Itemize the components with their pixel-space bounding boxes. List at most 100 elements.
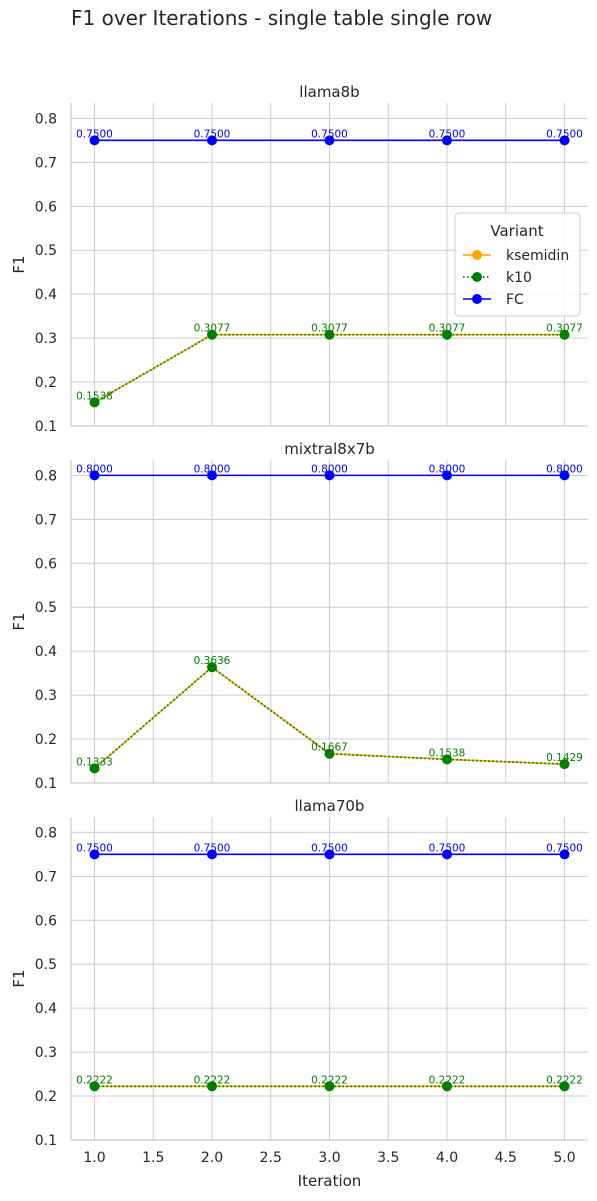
data-label-k10: 0.1538 — [429, 747, 466, 759]
data-label-FC: 0.8000 — [546, 463, 583, 475]
data-point-k10 — [442, 1081, 452, 1092]
data-point-FC — [207, 849, 217, 860]
y-tick-label: 0.5 — [35, 600, 57, 616]
y-tick-label: 0.3 — [35, 331, 57, 347]
data-label-k10: 0.2222 — [311, 1074, 348, 1086]
y-tick-label: 0.3 — [35, 1045, 57, 1061]
data-point-k10 — [207, 329, 217, 340]
y-tick-label: 0.6 — [35, 199, 57, 215]
legend-marker-k10 — [472, 272, 482, 282]
y-tick-label: 0.8 — [35, 468, 57, 484]
y-tick-label: 0.1 — [35, 776, 57, 792]
data-point-FC — [89, 135, 100, 146]
data-label-k10: 0.2222 — [546, 1074, 583, 1086]
x-tick-label: 1.0 — [83, 1150, 105, 1166]
legend-marker-FC — [472, 294, 482, 304]
x-tick-label: 3.0 — [318, 1150, 340, 1166]
legend-label-k10: k10 — [506, 270, 532, 286]
y-tick-label: 0.5 — [35, 243, 57, 259]
x-tick-label: 5.0 — [553, 1150, 575, 1166]
y-axis-label: F1 — [10, 969, 28, 987]
x-tick-label: 2.5 — [260, 1150, 282, 1166]
data-label-FC: 0.7500 — [311, 128, 348, 140]
subplot-llama8b: llama8b 0.1 0.2 0.3 0.4 0.5 0.6 0.7 0.8 F1 0.1538 0… — [10, 83, 588, 435]
data-point-k10 — [324, 748, 335, 759]
y-tick-label: 0.4 — [35, 287, 57, 303]
legend-label-ksemidin: ksemidin — [506, 248, 569, 264]
x-axis-label: Iteration — [298, 1172, 362, 1190]
data-point-FC — [442, 849, 452, 860]
data-label-FC: 0.7500 — [194, 128, 231, 140]
data-point-k10 — [559, 329, 570, 340]
data-label-k10: 0.3077 — [311, 323, 348, 335]
data-point-FC — [559, 849, 570, 860]
data-point-k10 — [559, 759, 570, 770]
data-label-k10: 0.1429 — [546, 752, 583, 764]
data-point-k10 — [207, 662, 217, 673]
y-tick-label: 0.2 — [35, 1089, 57, 1105]
data-point-k10 — [207, 1081, 217, 1092]
legend-title: Variant — [490, 222, 543, 240]
data-label-k10: 0.2222 — [429, 1074, 466, 1086]
legend-marker-ksemidin — [472, 250, 482, 260]
data-point-k10 — [324, 329, 335, 340]
data-point-k10 — [89, 1081, 100, 1092]
data-label-k10: 0.1667 — [311, 742, 348, 754]
y-axis-label: F1 — [10, 612, 28, 630]
data-label-k10: 0.3077 — [429, 323, 466, 335]
data-label-k10: 0.1538 — [76, 390, 113, 402]
data-point-k10 — [442, 754, 452, 765]
data-point-k10 — [442, 329, 452, 340]
data-point-FC — [207, 135, 217, 146]
y-tick-label: 0.1 — [35, 419, 57, 435]
data-label-FC: 0.7500 — [311, 842, 348, 854]
data-point-FC — [207, 470, 217, 481]
data-point-k10 — [89, 397, 100, 408]
subplot-title: llama8b — [299, 83, 359, 101]
x-tick-label: 3.5 — [377, 1150, 399, 1166]
y-tick-label: 0.4 — [35, 644, 57, 660]
y-tick-label: 0.3 — [35, 688, 57, 704]
data-label-k10: 0.3636 — [194, 655, 231, 667]
data-label-FC: 0.8000 — [311, 463, 348, 475]
subplot-mixtral8x7b: mixtral8x7b 0.1 0.2 0.3 0.4 0.5 0.6 0.7 0.8 F1 0.1… — [10, 440, 588, 792]
y-tick-label: 0.8 — [35, 111, 57, 127]
data-label-FC: 0.8000 — [429, 463, 466, 475]
y-tick-label: 0.7 — [35, 155, 57, 171]
data-point-k10 — [559, 1081, 570, 1092]
data-point-FC — [324, 135, 335, 146]
legend: Variant ksemidin k10 FC — [454, 212, 581, 317]
x-tick-label: 4.0 — [436, 1150, 458, 1166]
data-label-FC: 0.7500 — [429, 842, 466, 854]
legend-label-FC: FC — [506, 292, 524, 308]
data-label-FC: 0.8000 — [76, 463, 113, 475]
data-point-FC — [324, 470, 335, 481]
y-axis-label: F1 — [10, 255, 28, 273]
data-point-k10 — [324, 1081, 335, 1092]
y-tick-label: 0.6 — [35, 556, 57, 572]
data-point-FC — [442, 470, 452, 481]
y-tick-label: 0.6 — [35, 913, 57, 929]
y-tick-label: 0.7 — [35, 512, 57, 528]
data-label-k10: 0.1333 — [76, 756, 113, 768]
data-label-k10: 0.2222 — [194, 1074, 231, 1086]
data-label-FC: 0.7500 — [76, 842, 113, 854]
subplot-title: mixtral8x7b — [284, 440, 375, 458]
y-tick-label: 0.5 — [35, 957, 57, 973]
data-point-FC — [324, 849, 335, 860]
data-point-FC — [89, 849, 100, 860]
subplot-title: llama70b — [295, 797, 365, 815]
data-label-k10: 0.2222 — [76, 1074, 113, 1086]
data-label-FC: 0.7500 — [76, 128, 113, 140]
data-point-FC — [559, 135, 570, 146]
data-point-FC — [559, 470, 570, 481]
data-label-k10: 0.3077 — [546, 323, 583, 335]
data-point-FC — [89, 470, 100, 481]
y-tick-label: 0.4 — [35, 1001, 57, 1017]
legend-box — [454, 212, 581, 317]
figure-title: F1 over Iterations - single table single… — [71, 6, 492, 30]
data-point-FC — [442, 135, 452, 146]
data-label-FC: 0.7500 — [429, 128, 466, 140]
y-tick-label: 0.2 — [35, 732, 57, 748]
